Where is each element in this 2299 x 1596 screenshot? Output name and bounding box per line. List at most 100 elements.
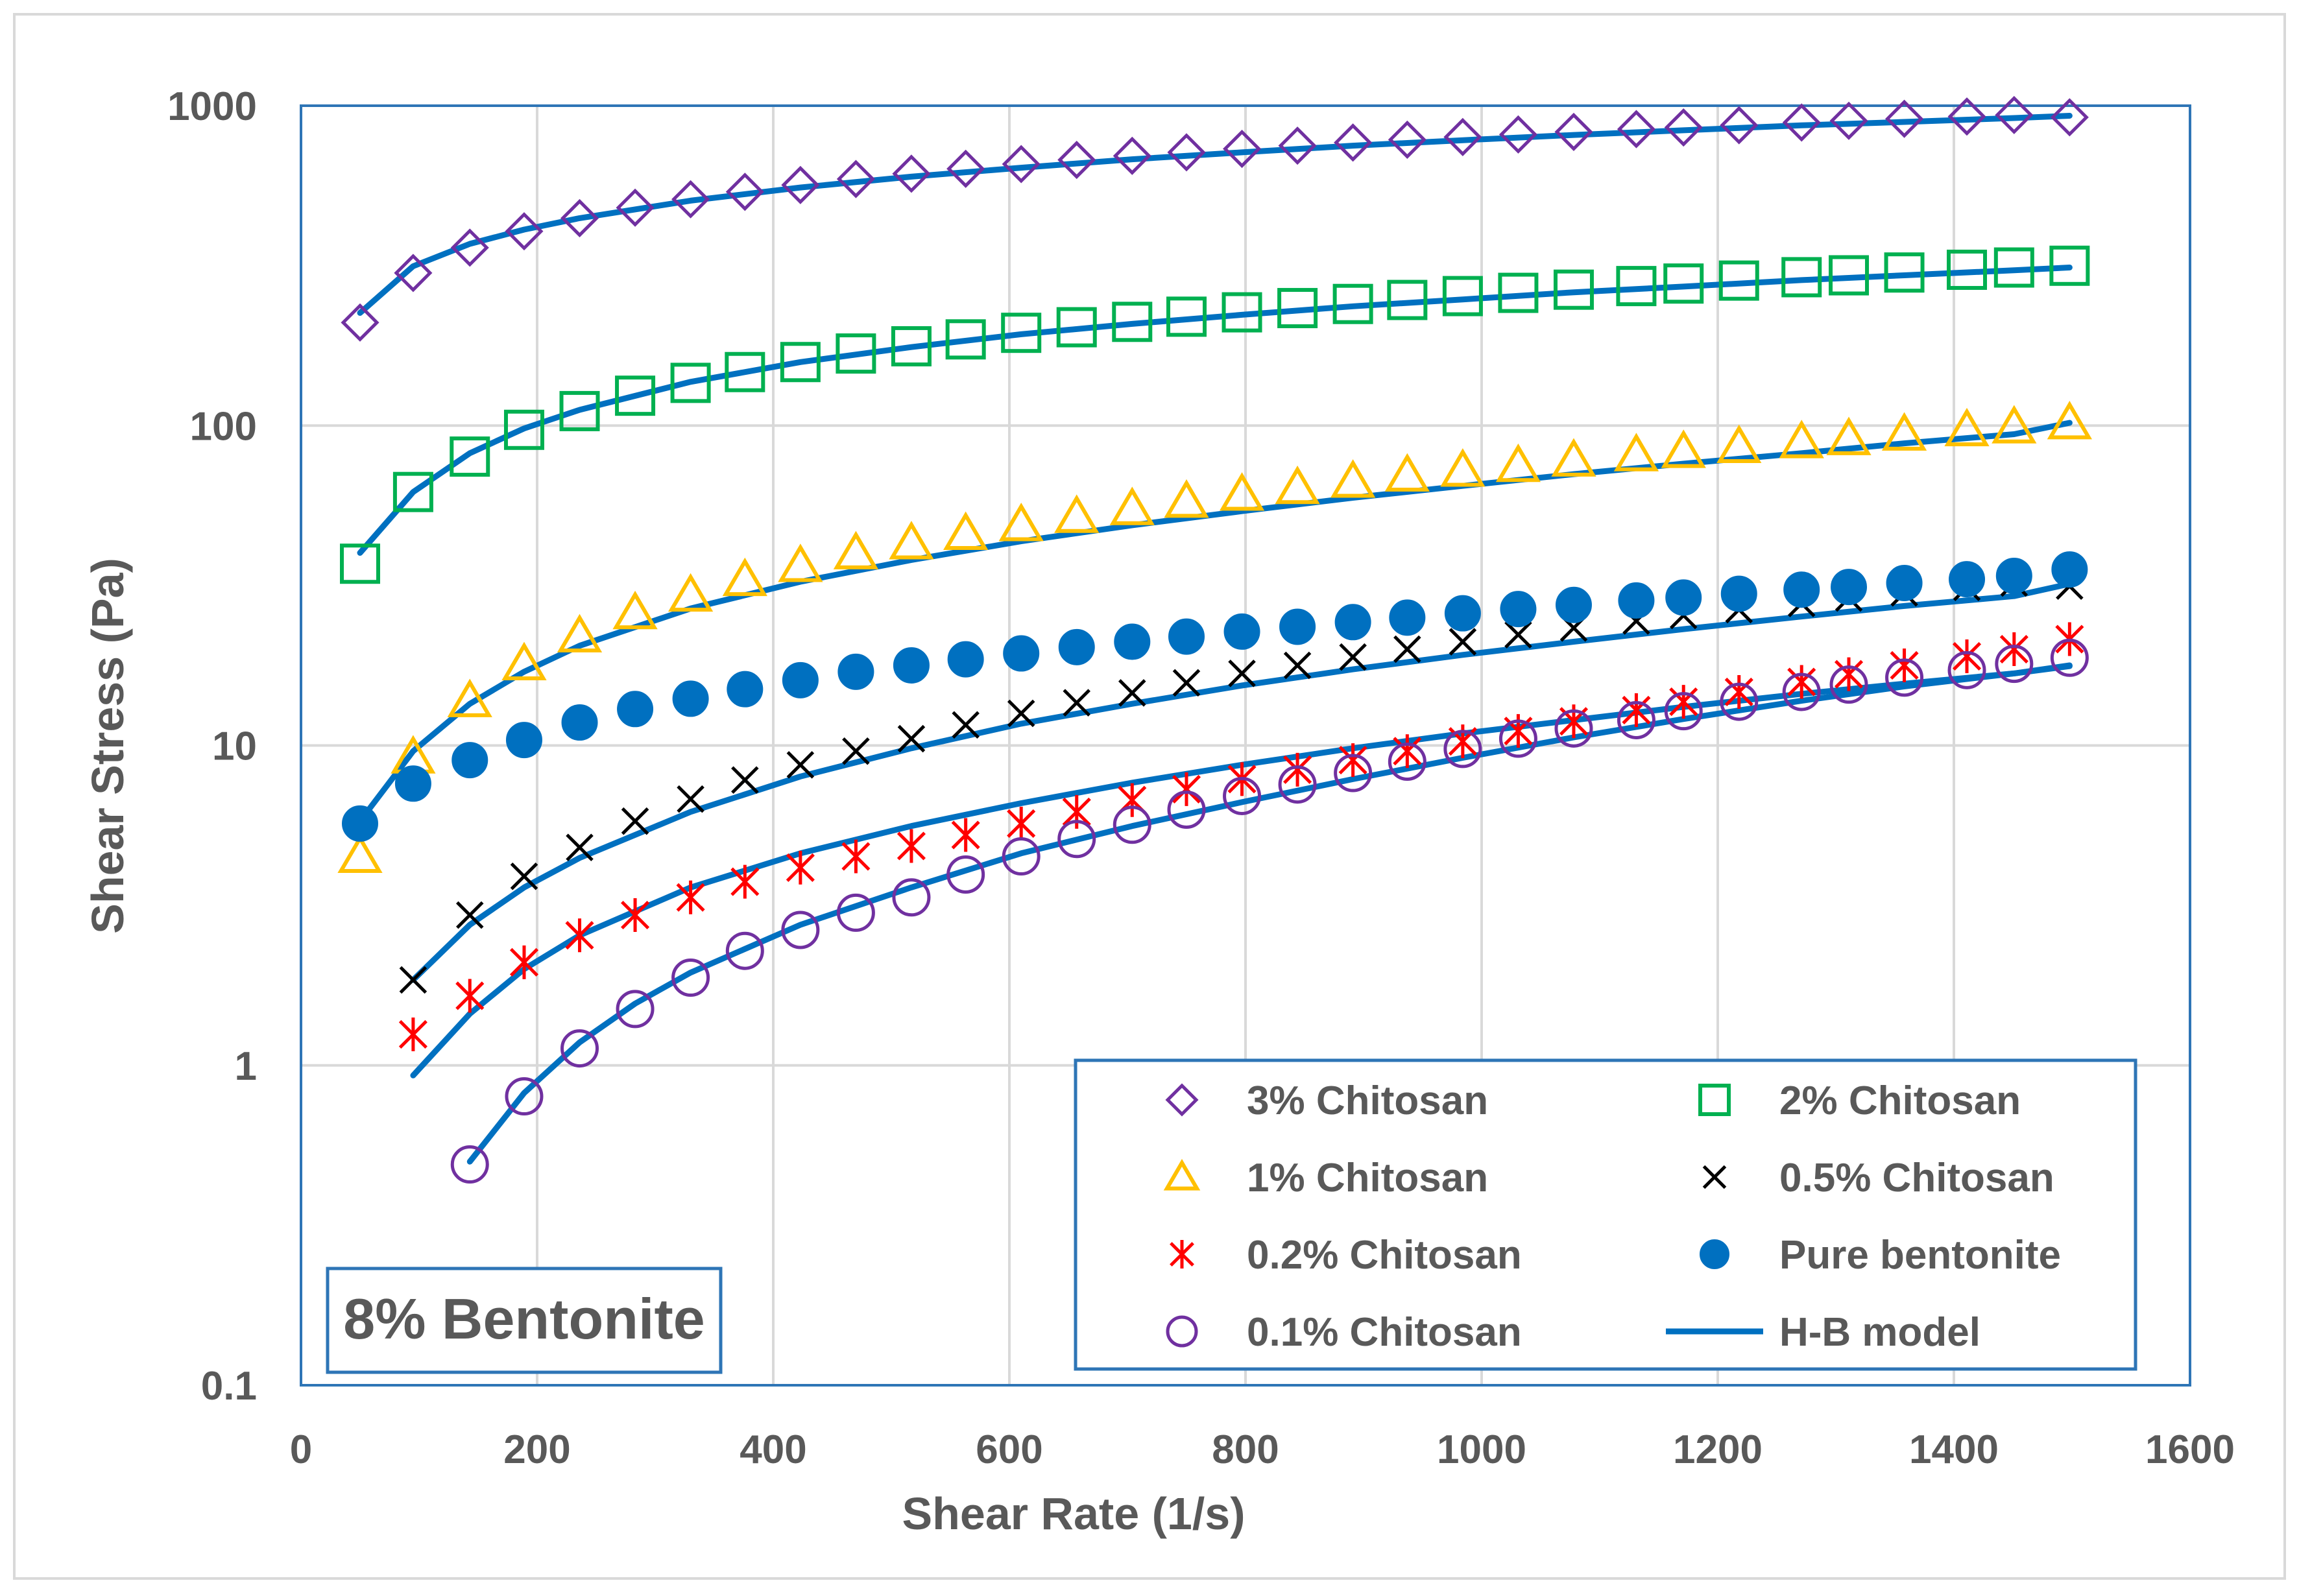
hb-model-curve bbox=[357, 265, 2073, 556]
data-point bbox=[1057, 141, 1096, 180]
data-point bbox=[833, 530, 879, 569]
data-point bbox=[1172, 669, 1201, 697]
data-point bbox=[731, 766, 759, 794]
x-tick-label: 200 bbox=[503, 1427, 570, 1472]
data-point bbox=[1781, 257, 1822, 298]
data-point bbox=[560, 1029, 599, 1068]
legend-frame bbox=[1074, 1058, 2137, 1371]
data-point bbox=[1829, 255, 1870, 296]
data-point bbox=[1617, 700, 1655, 739]
data-point bbox=[621, 898, 650, 933]
data-point bbox=[1223, 613, 1260, 650]
data-point bbox=[1783, 571, 1820, 608]
y-tick-label: 1 bbox=[235, 1044, 257, 1089]
series-2pct-chitosan bbox=[340, 245, 2090, 584]
data-point bbox=[341, 303, 379, 342]
data-point bbox=[1834, 657, 1864, 691]
x-axis-label: Shear Rate (1/s) bbox=[902, 1488, 1245, 1539]
data-point bbox=[394, 765, 431, 802]
data-point bbox=[1330, 459, 1376, 498]
legend-marker bbox=[1698, 1084, 1731, 1116]
series-0-1pct-chitosan bbox=[450, 638, 2089, 1184]
data-point bbox=[836, 160, 875, 198]
data-point bbox=[1338, 743, 1367, 778]
data-point bbox=[1617, 110, 1655, 149]
data-point bbox=[560, 198, 599, 237]
data-point bbox=[1339, 643, 1367, 671]
data-point bbox=[509, 945, 539, 979]
data-point bbox=[337, 834, 383, 873]
data-point bbox=[1334, 754, 1373, 792]
legend-label: 2% Chitosan bbox=[1779, 1078, 2021, 1123]
data-point bbox=[505, 212, 544, 251]
data-point bbox=[617, 691, 654, 728]
data-point bbox=[1890, 648, 1919, 682]
data-point bbox=[897, 829, 926, 863]
data-point bbox=[1831, 569, 1868, 606]
hb-model-curve bbox=[357, 113, 2073, 316]
data-point bbox=[1278, 126, 1317, 165]
data-point bbox=[2050, 98, 2089, 137]
data-point bbox=[1228, 660, 1256, 687]
data-point bbox=[505, 1077, 544, 1116]
data-point bbox=[1782, 103, 1821, 142]
data-point bbox=[1499, 719, 1537, 758]
data-point bbox=[1167, 790, 1206, 829]
legend-label: 0.5% Chitosan bbox=[1779, 1156, 2054, 1200]
data-point bbox=[892, 878, 931, 917]
data-point bbox=[1001, 313, 1042, 353]
data-point bbox=[392, 471, 433, 512]
data-point bbox=[2049, 245, 2090, 286]
data-point bbox=[1947, 97, 1986, 136]
data-point bbox=[1993, 247, 2034, 288]
x-tick-label: 600 bbox=[976, 1427, 1042, 1472]
data-point bbox=[945, 319, 986, 360]
data-point bbox=[781, 911, 820, 949]
data-point bbox=[565, 918, 594, 953]
data-point bbox=[1995, 557, 2032, 594]
data-point bbox=[897, 724, 926, 753]
x-tick-label: 1000 bbox=[1437, 1427, 1526, 1472]
legend-marker bbox=[1166, 1315, 1198, 1348]
hb-model-curve bbox=[357, 420, 2073, 824]
data-point bbox=[501, 641, 547, 680]
data-point bbox=[1166, 296, 1207, 337]
data-point bbox=[672, 680, 709, 717]
data-point bbox=[1112, 302, 1153, 342]
legend: 3% Chitosan 2% Chitosan 1% Chitosan 0.5% Ch… bbox=[1074, 1058, 2137, 1371]
data-point bbox=[836, 893, 875, 932]
data-point bbox=[1114, 623, 1151, 660]
data-point bbox=[1332, 283, 1373, 324]
data-point bbox=[668, 573, 714, 612]
data-point bbox=[1172, 772, 1201, 806]
data-point bbox=[998, 503, 1044, 542]
data-point bbox=[616, 188, 655, 227]
y-axis-label: Shear Stress (Pa) bbox=[82, 558, 133, 934]
data-point bbox=[340, 543, 380, 584]
data-point bbox=[1444, 595, 1481, 632]
data-point bbox=[1716, 424, 1762, 463]
data-point bbox=[1779, 420, 1824, 459]
data-point bbox=[725, 173, 764, 211]
data-point bbox=[1057, 820, 1096, 859]
legend-marker bbox=[1163, 1159, 1201, 1191]
data-point bbox=[1388, 742, 1426, 781]
data-point bbox=[1669, 685, 1698, 719]
data-point bbox=[2047, 401, 2092, 440]
data-point bbox=[2050, 638, 2089, 677]
data-point bbox=[943, 511, 989, 550]
x-tick-label: 0 bbox=[290, 1427, 312, 1472]
data-markers bbox=[337, 95, 2092, 1184]
data-point bbox=[1999, 632, 2028, 667]
legend-marker bbox=[1702, 1165, 1727, 1189]
data-point bbox=[1393, 734, 1422, 768]
y-tick-label: 100 bbox=[190, 404, 257, 449]
data-point bbox=[1787, 665, 1816, 699]
data-point bbox=[1881, 412, 1927, 451]
data-point bbox=[946, 855, 985, 894]
data-point bbox=[612, 590, 658, 630]
legend-marker bbox=[1700, 1239, 1729, 1269]
data-point bbox=[1222, 292, 1262, 333]
data-point bbox=[727, 671, 764, 708]
